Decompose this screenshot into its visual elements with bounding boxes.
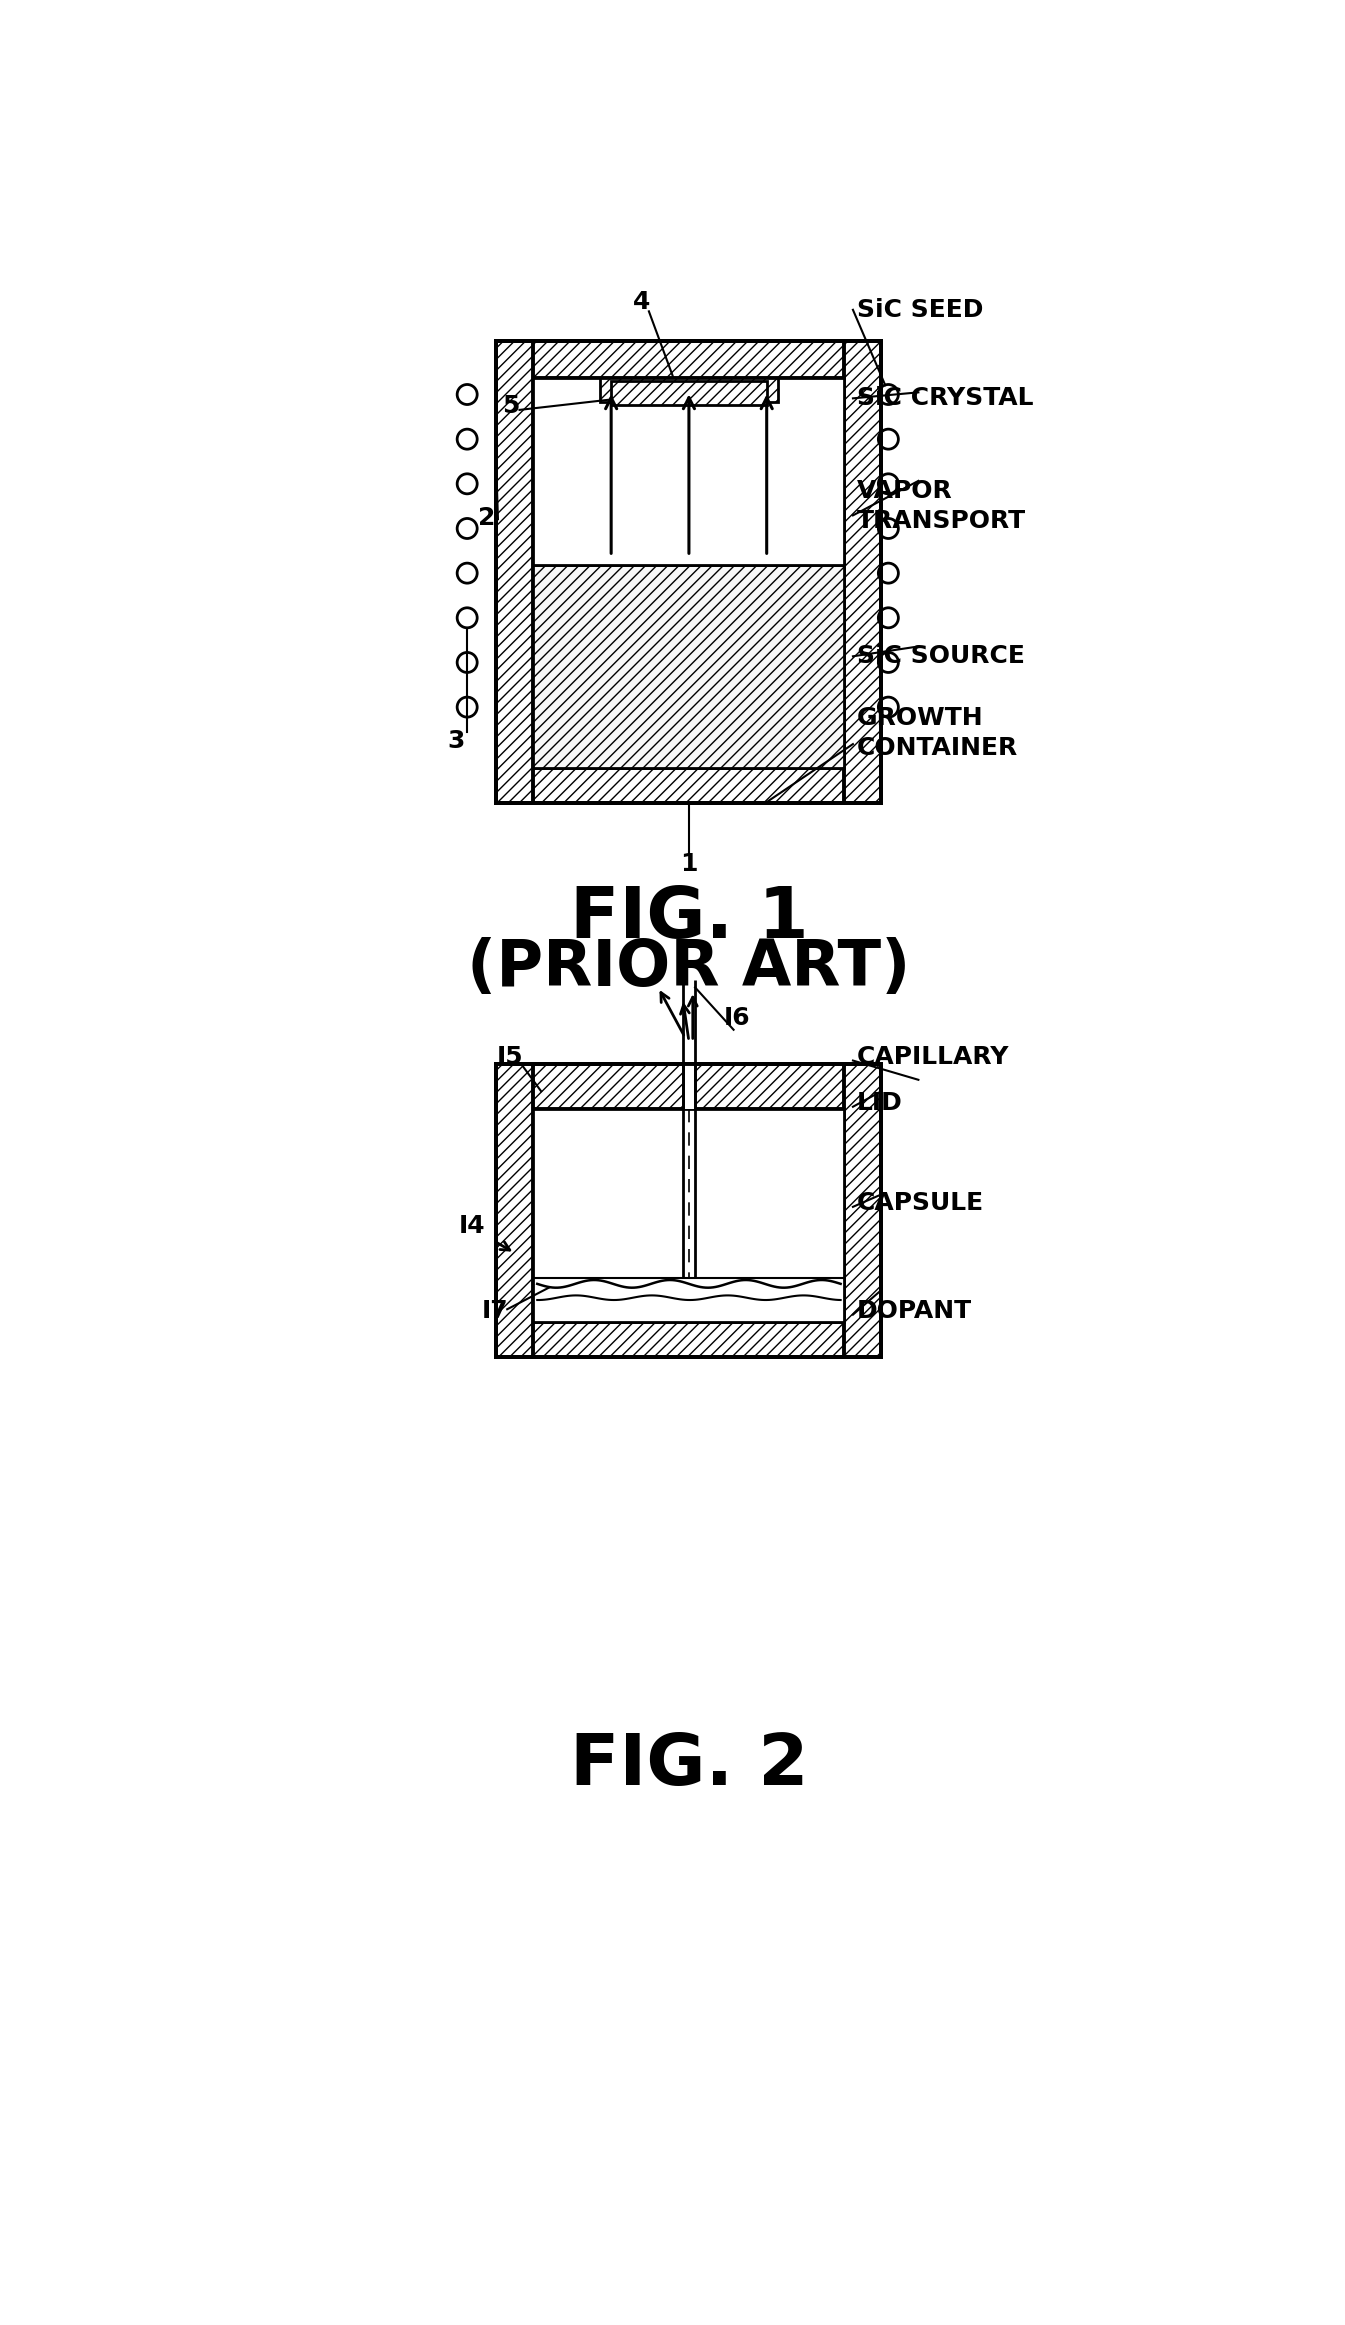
Text: SiC SOURCE: SiC SOURCE (857, 644, 1025, 667)
Bar (683, 1065, 695, 1109)
Bar (496, 767, 881, 802)
Text: I7: I7 (482, 1300, 508, 1323)
Bar (600, 377, 777, 402)
Bar (496, 339, 881, 802)
Bar (496, 1065, 534, 1358)
Bar (534, 377, 845, 565)
Text: LID: LID (857, 1090, 902, 1116)
Text: I5: I5 (496, 1044, 523, 1070)
Bar (496, 339, 881, 377)
Bar (845, 339, 881, 802)
Text: 4: 4 (632, 291, 650, 314)
Text: FIG. 2: FIG. 2 (570, 1730, 808, 1800)
Text: 1: 1 (681, 853, 698, 877)
Text: 3: 3 (448, 730, 465, 753)
Text: 2: 2 (479, 507, 496, 530)
Text: SiC SEED: SiC SEED (857, 298, 983, 321)
Bar (496, 339, 534, 802)
Text: 5: 5 (502, 393, 519, 418)
Bar (845, 1065, 881, 1358)
Text: DOPANT: DOPANT (857, 1300, 972, 1323)
Text: CAPILLARY: CAPILLARY (857, 1044, 1009, 1070)
Bar (496, 1065, 881, 1109)
Text: CAPSULE: CAPSULE (857, 1190, 985, 1216)
Bar (611, 381, 767, 405)
Text: SiC CRYSTAL: SiC CRYSTAL (857, 386, 1033, 409)
Text: FIG. 1: FIG. 1 (570, 884, 808, 953)
Text: (PRIOR ART): (PRIOR ART) (467, 937, 911, 1000)
Text: VAPOR
TRANSPORT: VAPOR TRANSPORT (857, 479, 1026, 532)
Bar (534, 565, 845, 767)
Bar (496, 1065, 881, 1358)
Bar (534, 1109, 845, 1323)
Text: I6: I6 (724, 1007, 751, 1030)
Text: I4: I4 (459, 1214, 486, 1239)
Text: GROWTH
CONTAINER: GROWTH CONTAINER (857, 707, 1018, 760)
Bar (496, 1323, 881, 1358)
